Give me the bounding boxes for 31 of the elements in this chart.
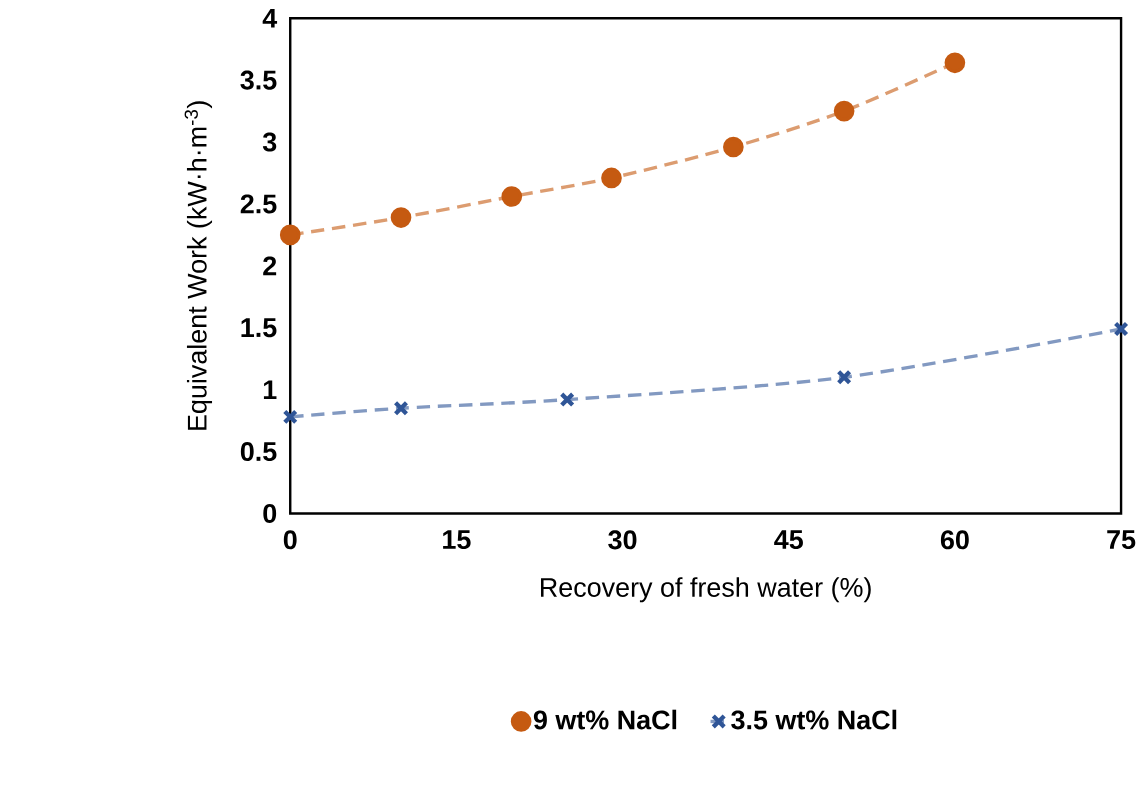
point bbox=[944, 52, 966, 74]
y-tick-label: 0 bbox=[263, 504, 277, 524]
point bbox=[833, 100, 855, 122]
x-axis-title: Recovery of fresh water (%) bbox=[541, 577, 871, 603]
x-tick-label: 30 bbox=[608, 530, 637, 550]
y-tick-label: 1.5 bbox=[241, 318, 277, 338]
point bbox=[723, 136, 744, 158]
point bbox=[501, 186, 523, 208]
y-axis-title: Equivalent Work (kW·h·m$^{-3}$) bbox=[184, 101, 213, 431]
point bbox=[282, 409, 298, 425]
y-tick-label: 1 bbox=[263, 380, 277, 400]
x-tick-label: 60 bbox=[940, 530, 969, 550]
y-tick-label: 3 bbox=[262, 132, 277, 152]
x-tick-label: 75 bbox=[1107, 530, 1136, 550]
x-tick-label: 45 bbox=[774, 530, 803, 550]
legend-label: 3.5 wt% NaCl bbox=[731, 709, 897, 730]
point bbox=[1113, 321, 1129, 337]
point bbox=[279, 224, 301, 246]
y-tick-label: 4 bbox=[262, 9, 278, 28]
point bbox=[393, 400, 409, 416]
x-tick-label: 0 bbox=[283, 530, 297, 550]
y-tick-label: 0.5 bbox=[240, 442, 277, 462]
x-tick-label: 15 bbox=[443, 530, 471, 550]
y-tick-label: 2 bbox=[263, 256, 277, 276]
y-tick-label: 3.5 bbox=[240, 70, 277, 90]
point bbox=[836, 369, 852, 386]
legend-label: 9 wt% NaCl bbox=[533, 709, 677, 730]
point bbox=[601, 167, 622, 189]
y-tick-label: 2.5 bbox=[240, 194, 277, 214]
point bbox=[390, 207, 412, 229]
point bbox=[559, 392, 575, 408]
